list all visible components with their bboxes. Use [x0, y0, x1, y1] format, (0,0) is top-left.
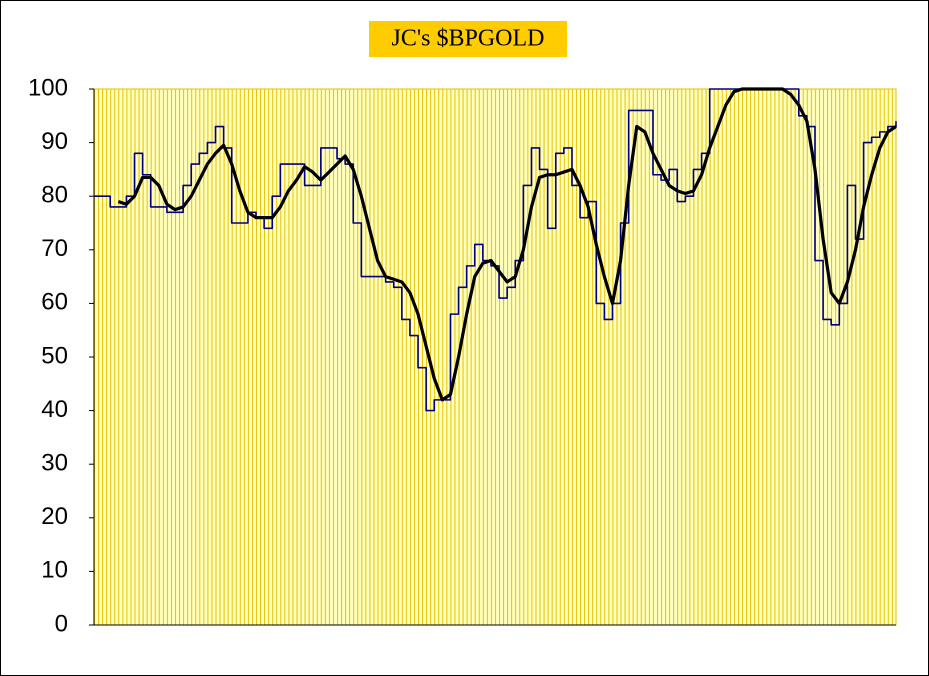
y-tick-label: 0 [55, 610, 68, 637]
y-tick-label: 60 [41, 289, 68, 316]
y-tick-label: 30 [41, 450, 68, 477]
series-line [117, 87, 897, 402]
y-tick-label: 80 [41, 182, 68, 209]
plot-area [93, 88, 897, 626]
y-tick-label: 10 [41, 557, 68, 584]
y-tick-label: 40 [41, 396, 68, 423]
y-tick-label: 50 [41, 342, 68, 369]
y-tick-label: 90 [41, 128, 68, 155]
chart-title: JC's $BPGOLD [391, 26, 544, 52]
y-tick-label: 70 [41, 235, 68, 262]
title-box [369, 21, 567, 57]
y-tick-label: 100 [28, 74, 68, 101]
y-tick-label: 20 [41, 503, 68, 530]
